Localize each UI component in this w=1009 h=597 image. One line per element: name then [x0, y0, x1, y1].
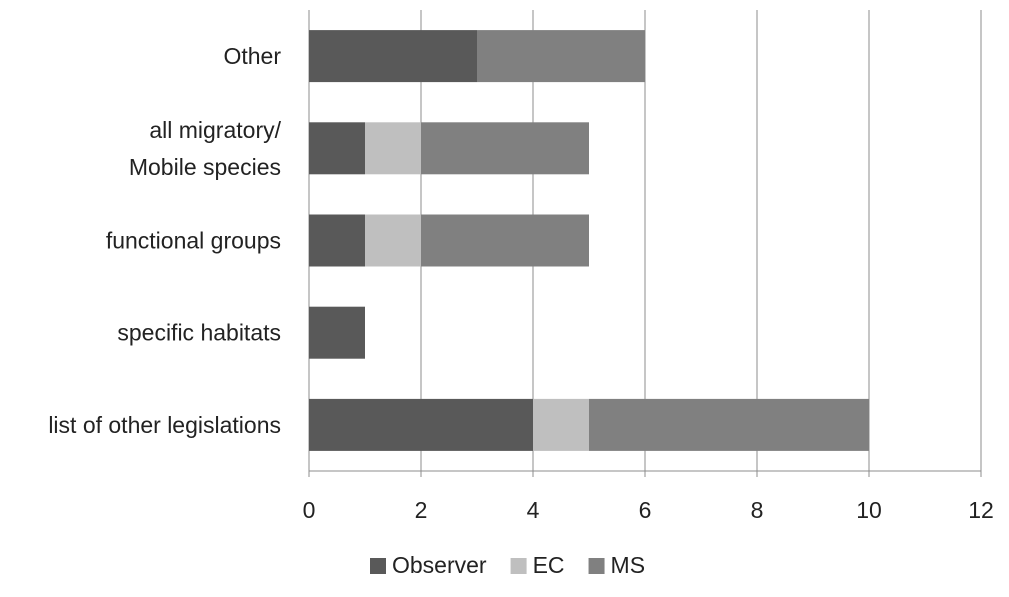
- legend-label-ec: EC: [533, 552, 565, 578]
- legend-label-ms: MS: [611, 552, 646, 578]
- x-tick-label-12: 12: [968, 497, 994, 523]
- bar-ec-0: [533, 398, 589, 451]
- bar-observer-1: [309, 306, 365, 359]
- bar-ms-0: [589, 398, 869, 451]
- bars: [309, 30, 869, 451]
- x-tick-label-0: 0: [303, 497, 316, 523]
- bar-ec-3: [365, 122, 421, 175]
- category-label-2: functional groups: [106, 228, 281, 254]
- bar-observer-3: [309, 122, 365, 175]
- legend-swatch-ec: [510, 558, 527, 574]
- x-tick-label-2: 2: [415, 497, 428, 523]
- bar-ec-2: [365, 214, 421, 267]
- bar-ms-4: [477, 30, 645, 83]
- bar-observer-0: [309, 398, 533, 451]
- bar-observer-4: [309, 30, 477, 83]
- bar-ms-2: [421, 214, 589, 267]
- x-tick-label-6: 6: [639, 497, 652, 523]
- bar-ms-3: [421, 122, 589, 175]
- legend: Observer EC MS: [370, 552, 645, 578]
- category-label-0: list of other legislations: [48, 412, 281, 438]
- x-tick-label-8: 8: [751, 497, 764, 523]
- x-tick-labels: 0 2 4 6 8 10 12: [303, 497, 994, 523]
- legend-label-observer: Observer: [392, 552, 487, 578]
- category-label-1: specific habitats: [117, 320, 281, 346]
- category-labels: list of other legislations specific habit…: [48, 43, 281, 438]
- x-tick-label-10: 10: [856, 497, 882, 523]
- category-label-3: all migratory/Mobile species: [129, 117, 282, 180]
- category-label-4: Other: [223, 43, 281, 69]
- legend-swatch-ms: [588, 558, 605, 574]
- bar-observer-2: [309, 214, 365, 267]
- x-tick-label-4: 4: [527, 497, 540, 523]
- legend-swatch-observer: [370, 558, 386, 574]
- axes: [308, 470, 982, 477]
